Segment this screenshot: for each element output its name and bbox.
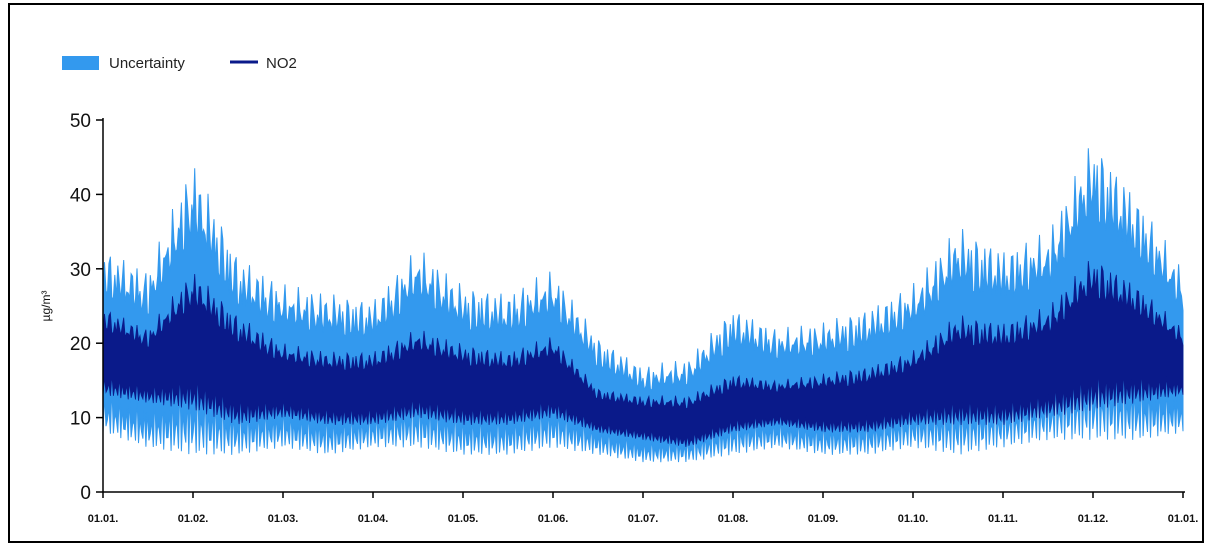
y-axis-label: µg/m³: [39, 291, 53, 322]
legend-swatch-uncertainty: [62, 56, 99, 70]
legend: Uncertainty NO2: [62, 55, 297, 72]
legend-label-no2: NO2: [266, 55, 297, 72]
x-tick-label: 01.07.: [628, 513, 659, 524]
x-tick-label: 01.12.: [1078, 513, 1109, 524]
axes: 0 10 20 30 40 50 01.01. 01.02. 01.03. 01.04. 01.05…: [70, 111, 1198, 524]
x-tick-label: 01.03.: [268, 513, 299, 524]
x-tick-label: 01.01.: [1168, 513, 1199, 524]
x-tick-label: 01.02.: [178, 513, 209, 524]
x-tick-label: 01.08.: [718, 513, 749, 524]
plot-area: [102, 148, 1184, 463]
y-tick-label: 10: [70, 409, 91, 430]
x-tick-label: 01.01.: [88, 513, 119, 524]
y-tick-label: 20: [70, 334, 91, 355]
y-tick-label: 40: [70, 185, 91, 206]
x-tick-label: 01.10.: [898, 513, 929, 524]
no2-series: [102, 260, 1184, 447]
y-tick-label: 30: [70, 260, 91, 281]
x-tick-label: 01.09.: [808, 513, 839, 524]
x-tick-label: 01.11.: [988, 513, 1018, 524]
y-tick-label: 50: [70, 111, 91, 132]
y-tick-label: 0: [80, 483, 91, 504]
x-tick-label: 01.04.: [358, 513, 389, 524]
x-tick-label: 01.05.: [448, 513, 479, 524]
x-tick-label: 01.06.: [538, 513, 569, 524]
legend-label-uncertainty: Uncertainty: [109, 55, 185, 72]
